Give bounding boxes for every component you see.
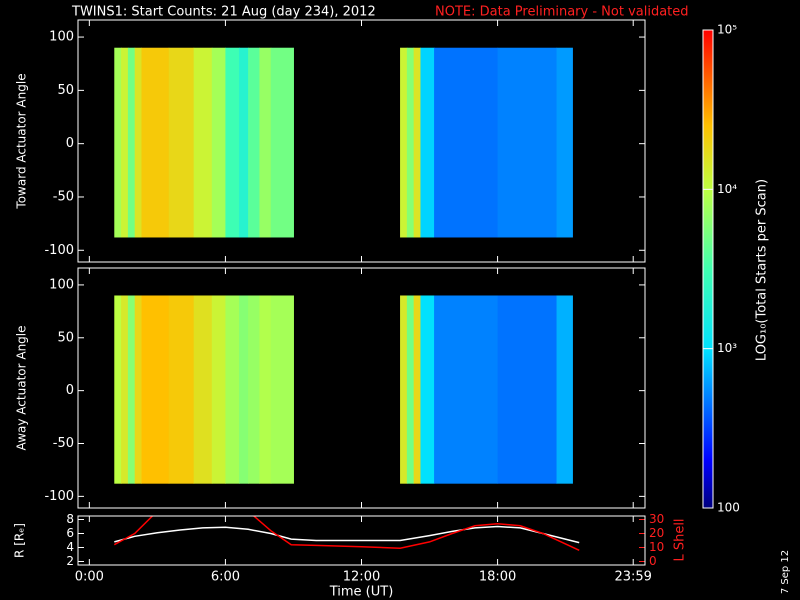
y-tick-label: -100: [44, 489, 74, 504]
heatmap-cell: [413, 295, 421, 484]
colorbar-label: LOG₁₀(Total Starts per Scan): [755, 179, 770, 361]
axis-frame: [77, 19, 646, 263]
plot-area: [113, 516, 580, 551]
x-tick-label: 6:00: [211, 570, 240, 585]
y-tick-label: -50: [53, 436, 74, 451]
y-tick-label: 6: [66, 526, 74, 540]
colorbar-tick-label: 10³: [717, 341, 737, 355]
y-tick-label: 0: [66, 383, 74, 398]
axis-frame: [77, 267, 646, 509]
heatmap-cell: [556, 47, 573, 238]
x-tick-label: 0:00: [75, 570, 104, 585]
heatmap-cell: [114, 47, 122, 238]
colorbar-tick-label: 100: [717, 501, 740, 515]
heatmap-cell: [259, 47, 272, 238]
x-tick-label: 23:59: [614, 570, 651, 585]
data-line: [114, 525, 580, 544]
heatmap-cell: [420, 47, 435, 238]
y2-tick-label: 10: [649, 540, 664, 554]
y-tick-label: 0: [66, 136, 74, 151]
y-tick-label: 2: [66, 554, 74, 568]
heatmap-cell: [225, 295, 240, 484]
y-axis-label: Away Actuator Angle: [15, 325, 29, 450]
y2-tick-label: 30: [649, 512, 664, 526]
heatmap-cell: [270, 47, 294, 238]
colorbar: [702, 29, 714, 509]
heatmap-cell: [248, 47, 260, 238]
heatmap-cell: [239, 295, 249, 484]
colorbar-tick-label: 10⁵: [717, 23, 737, 37]
heatmap-cell: [134, 295, 143, 484]
heatmap-cell: [127, 295, 136, 484]
axis-frame: [77, 515, 646, 566]
y-axis-label: R [Rₑ]: [13, 523, 27, 558]
heatmap-cell: [168, 47, 195, 238]
heatmap-cell: [193, 47, 213, 238]
note: NOTE: Data Preliminary - Not validated: [435, 5, 689, 20]
heatmap-cell: [259, 295, 272, 484]
date-stamp: 7 Sep 12: [780, 550, 791, 594]
heatmap-cell: [248, 295, 260, 484]
y2-tick-label: 0: [649, 554, 657, 568]
heatmap-cell: [127, 47, 136, 238]
heatmap-cell: [211, 295, 226, 484]
heatmap-cell: [193, 295, 213, 484]
heatmap-cell: [413, 47, 421, 238]
y-tick-label: 50: [57, 83, 74, 98]
y-tick-label: -100: [44, 243, 74, 258]
heatmap-cell: [406, 47, 415, 238]
y-tick-label: 100: [49, 30, 74, 45]
heatmap-cell: [141, 295, 170, 484]
y-tick-label: 100: [49, 277, 74, 292]
heatmap-cell: [211, 47, 226, 238]
heatmap-cell: [114, 295, 122, 484]
y-tick-label: 8: [66, 512, 74, 526]
y-axis-label: Toward Actuator Angle: [15, 73, 29, 209]
heatmap-cell: [134, 47, 143, 238]
heatmap-cell: [497, 295, 558, 484]
y2-axis-label: L Shell: [673, 518, 688, 561]
colorbar-tick-label: 10⁴: [717, 182, 737, 196]
heatmap-cell: [121, 47, 129, 238]
heatmap-cell: [434, 295, 499, 484]
chart-title: TWINS1: Start Counts: 21 Aug (day 234), …: [71, 5, 376, 20]
heatmap-cell: [420, 295, 435, 484]
heatmap-cell: [434, 47, 499, 238]
heatmap-cell: [225, 47, 240, 238]
x-tick-label: 12:00: [343, 570, 380, 585]
y-tick-label: 50: [57, 330, 74, 345]
y-tick-label: -50: [53, 189, 74, 204]
heatmap-cell: [168, 295, 195, 484]
heatmap-cell: [497, 47, 558, 238]
y-tick-label: 4: [66, 540, 74, 554]
heatmap-cell: [400, 295, 408, 484]
heatmap-cell: [400, 47, 408, 238]
heatmap-cell: [121, 295, 129, 484]
heatmap-cell: [406, 295, 415, 484]
y2-tick-label: 20: [649, 526, 664, 540]
heatmap-cell: [239, 47, 249, 238]
heatmap-cell: [270, 295, 294, 484]
heatmap-cell: [141, 47, 170, 238]
heatmap-cell: [556, 295, 573, 484]
data-line: [113, 516, 580, 551]
x-axis-label: Time (UT): [329, 585, 394, 600]
x-tick-label: 18:00: [479, 570, 516, 585]
